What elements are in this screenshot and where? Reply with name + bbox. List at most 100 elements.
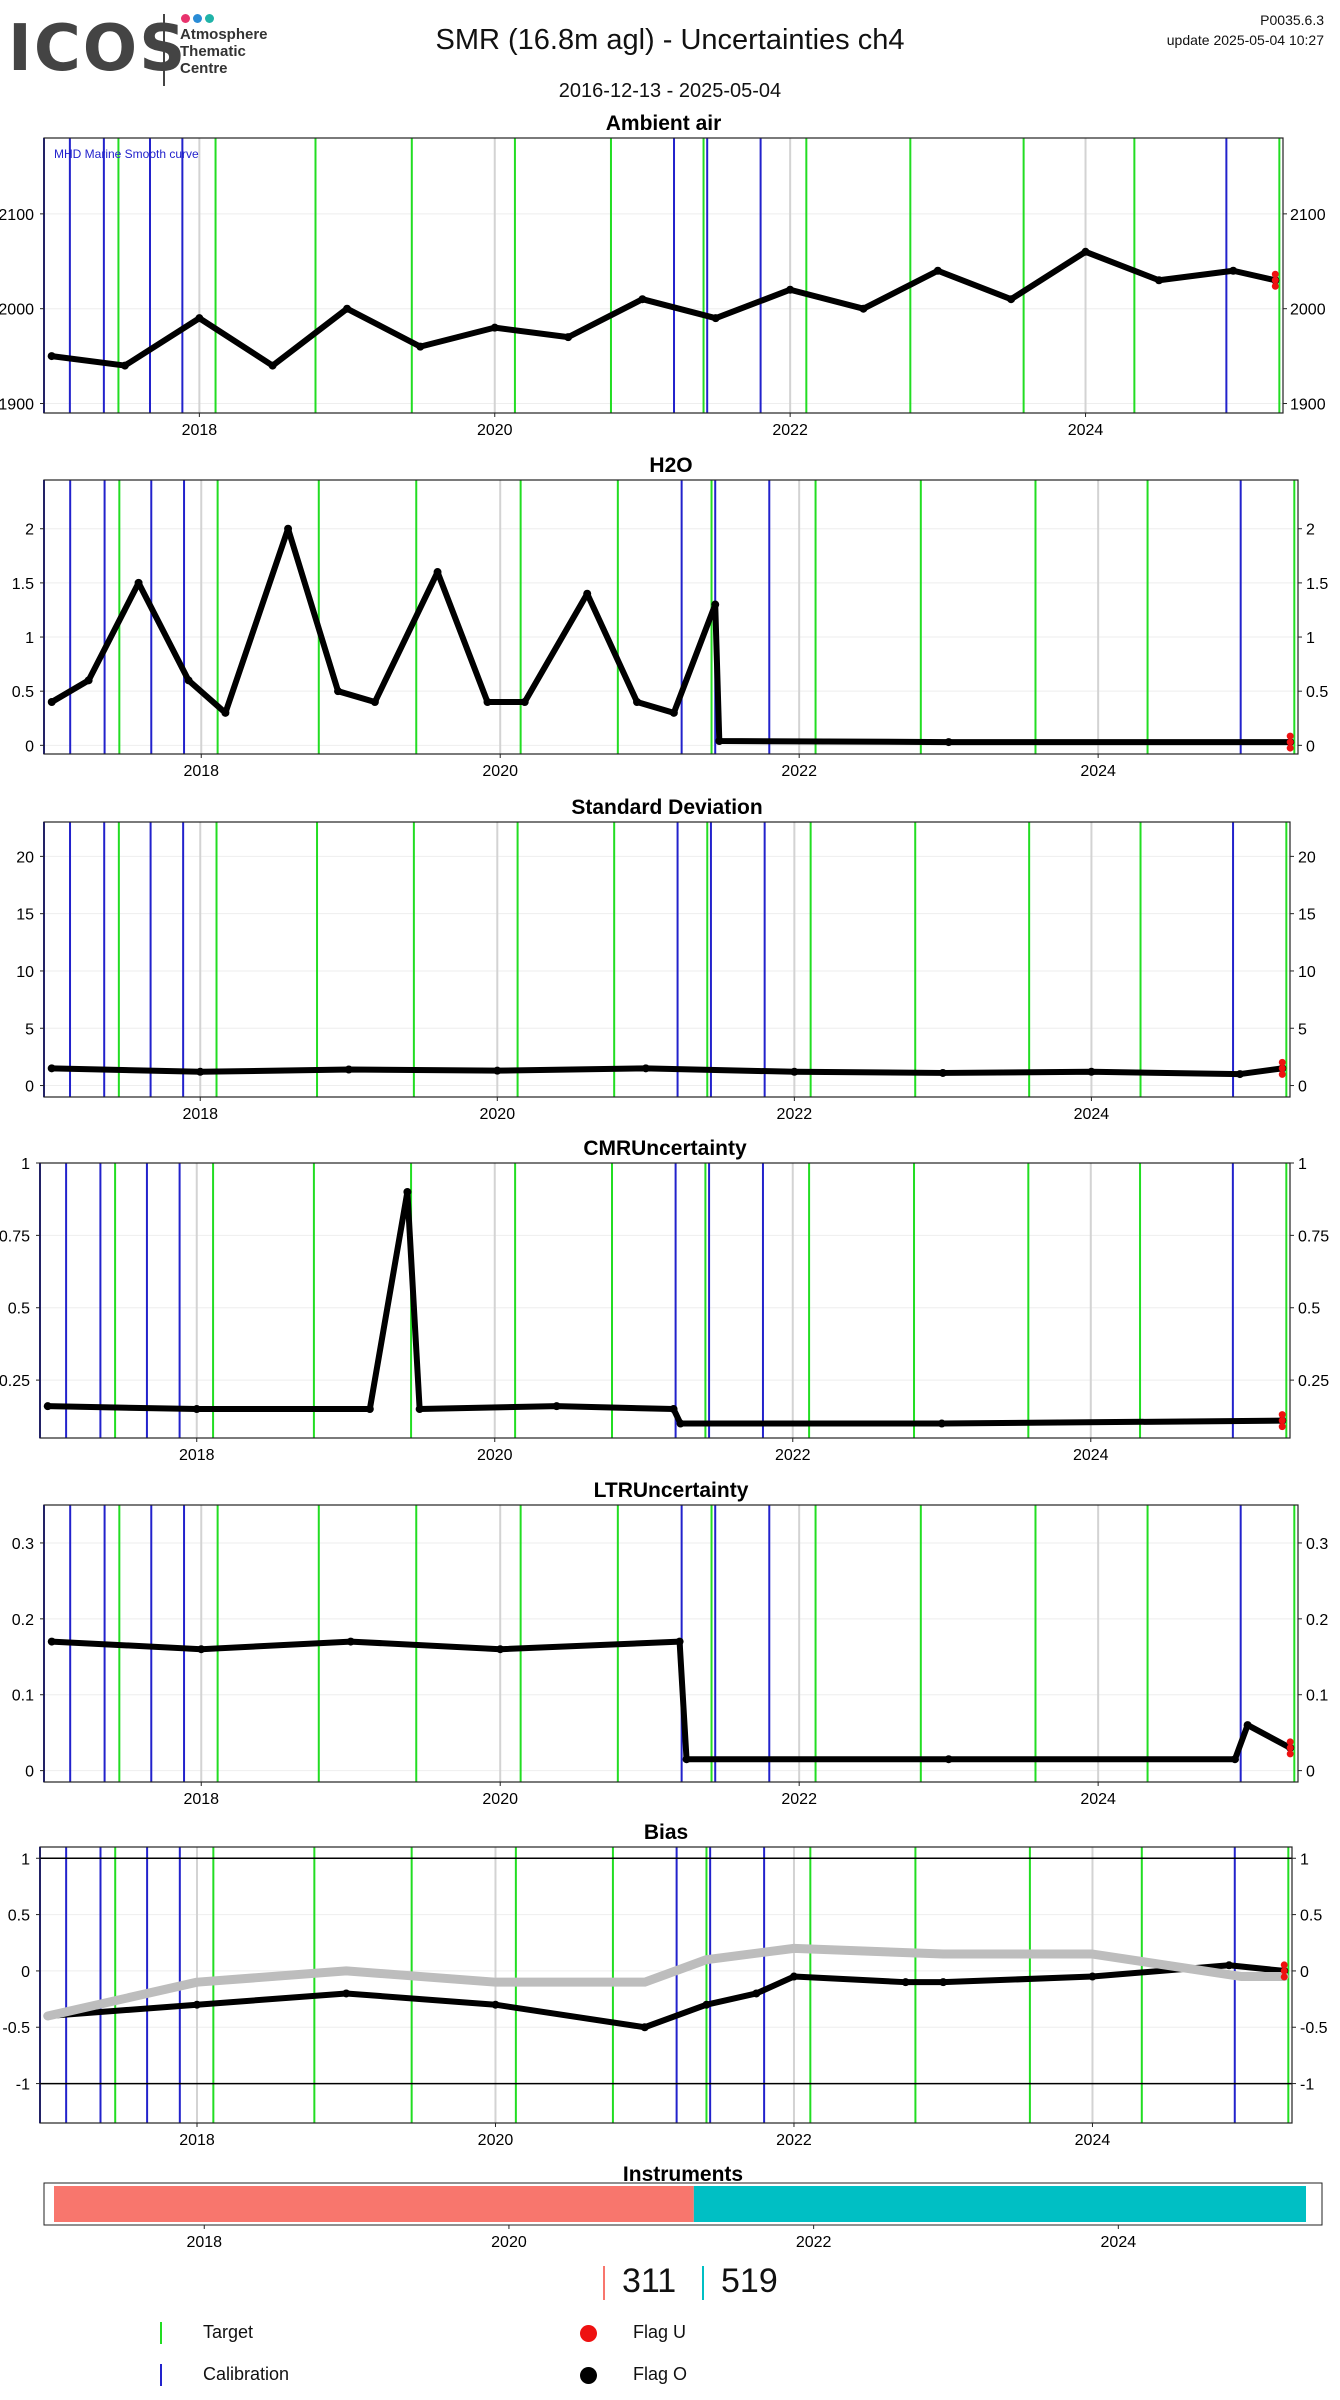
ytick-label-right: 2	[1306, 522, 1315, 539]
ytick-label-left: 1	[21, 1851, 30, 1868]
ytick-label-right: 1	[1298, 1156, 1307, 1173]
flag-u-point	[1286, 732, 1294, 740]
ytick-label-right: 1	[1306, 630, 1315, 647]
data-point	[403, 1187, 412, 1196]
flag-u-point	[1286, 1744, 1294, 1752]
legend-target-label: Target	[203, 2322, 254, 2342]
data-point	[937, 1419, 946, 1428]
xtick-label: 2018	[183, 763, 219, 780]
legend-flag-o-label: Flag O	[633, 2364, 688, 2384]
ytick-label-right: 0.3	[1306, 1536, 1328, 1553]
flag-u-point	[1278, 1064, 1286, 1072]
data-point	[676, 1419, 685, 1428]
data-point	[933, 266, 942, 275]
data-point	[496, 1645, 505, 1654]
data-point	[415, 1405, 424, 1414]
ytick-label-right: 5	[1298, 1021, 1307, 1038]
ytick-label-left: 0	[25, 1079, 34, 1096]
data-point	[490, 323, 499, 332]
instruments-panel: Instruments 2018 2020 2022 2024	[43, 2163, 1323, 2251]
ytick-label-right: 1900	[1290, 397, 1326, 414]
legend-flag-o-swatch	[580, 2367, 597, 2384]
ytick-label-left: 2000	[0, 302, 34, 319]
ytick-label-left: 0.5	[8, 1301, 30, 1318]
ytick-label-left: 0.5	[8, 1908, 30, 1925]
logo-sub-line-1: Atmosphere	[180, 26, 268, 43]
data-point	[641, 1064, 650, 1073]
ytick-label-left: 0.5	[12, 684, 34, 701]
panel-frame	[39, 1846, 1293, 2124]
data-point	[43, 1402, 52, 1411]
data-point	[752, 1989, 761, 1998]
data-point	[47, 1064, 56, 1073]
instrument-1-label: 311	[622, 2262, 677, 2300]
series-trace	[51, 248, 1276, 369]
ytick-label-left: 0	[25, 1764, 34, 1781]
instrument-2-swatch	[702, 2266, 704, 2300]
logo-subtitle: Atmosphere Thematic Centre	[180, 26, 268, 77]
data-point	[344, 1065, 353, 1074]
data-point	[192, 1405, 201, 1414]
data-point	[944, 738, 953, 747]
ytick-label-left: 1	[21, 1156, 30, 1173]
smooth-curve	[43, 1943, 1289, 2021]
data-point	[859, 304, 868, 313]
xtick-label: 2020	[477, 422, 513, 439]
flag-u-point	[1286, 738, 1294, 746]
data-point	[669, 1405, 678, 1414]
logo-dot-blue	[193, 14, 202, 23]
panel-title: Standard Deviation	[571, 796, 762, 819]
flag-u-point	[1278, 1411, 1286, 1419]
data-point	[1081, 247, 1090, 256]
data-point	[789, 1972, 798, 1981]
data-point	[675, 1637, 684, 1646]
panel-title: LTRUncertainty	[594, 1479, 749, 1502]
data-point	[493, 1066, 502, 1075]
logo-sub-line-2: Thematic	[180, 43, 246, 60]
xtick-label: 2024	[1101, 2234, 1137, 2251]
ytick-label-right: 0.75	[1298, 1228, 1329, 1245]
ytick-label-left: 15	[16, 907, 34, 924]
ytick-label-right: 20	[1298, 849, 1316, 866]
legend-flag-u-label: Flag U	[633, 2322, 687, 2342]
flag-u-point	[1271, 282, 1279, 290]
data-point	[633, 698, 642, 707]
ytick-label-right: 2000	[1290, 302, 1326, 319]
data-point	[346, 1637, 355, 1646]
series-trace	[51, 1638, 1292, 1763]
xtick-label: 2020	[482, 1791, 518, 1808]
panel-title: Ambient air	[606, 112, 722, 135]
flag-u-point	[1280, 1973, 1288, 1981]
data-point	[197, 1645, 206, 1654]
ytick-label-left: 2100	[0, 207, 34, 224]
xtick-label: 2022	[776, 2132, 812, 2149]
data-point	[134, 578, 143, 587]
ytick-label-right: 1	[1300, 1851, 1309, 1868]
instrument-segment-1	[54, 2186, 694, 2222]
xtick-label: 2024	[1080, 763, 1116, 780]
ytick-label-right: 0	[1306, 1764, 1315, 1781]
data-point	[901, 1978, 910, 1987]
panel-frame	[43, 821, 1291, 1098]
panel-frame	[43, 479, 1299, 755]
series-trace	[51, 1065, 1283, 1078]
xtick-label: 2024	[1080, 1791, 1116, 1808]
data-point	[84, 676, 93, 685]
panel-0: Ambient air MHD Marine Smooth curve 1900 19…	[0, 112, 1326, 439]
flag-u-point	[1286, 744, 1294, 752]
xtick-label: 2022	[796, 2234, 832, 2251]
data-point	[47, 1637, 56, 1646]
flag-u-point	[1271, 276, 1279, 284]
logo-sub-line-3: Centre	[180, 60, 228, 77]
version-label: P0035.6.3	[1260, 12, 1324, 28]
series-trace	[50, 525, 1291, 746]
data-point	[1007, 295, 1016, 304]
ytick-label-right: 0.2	[1306, 1612, 1328, 1629]
xtick-label: 2020	[478, 2132, 514, 2149]
ytick-label-right: 0.5	[1300, 1908, 1322, 1925]
ytick-label-left: 0.3	[12, 1536, 34, 1553]
data-point	[284, 524, 293, 533]
legend-calibration-swatch	[160, 2364, 162, 2386]
